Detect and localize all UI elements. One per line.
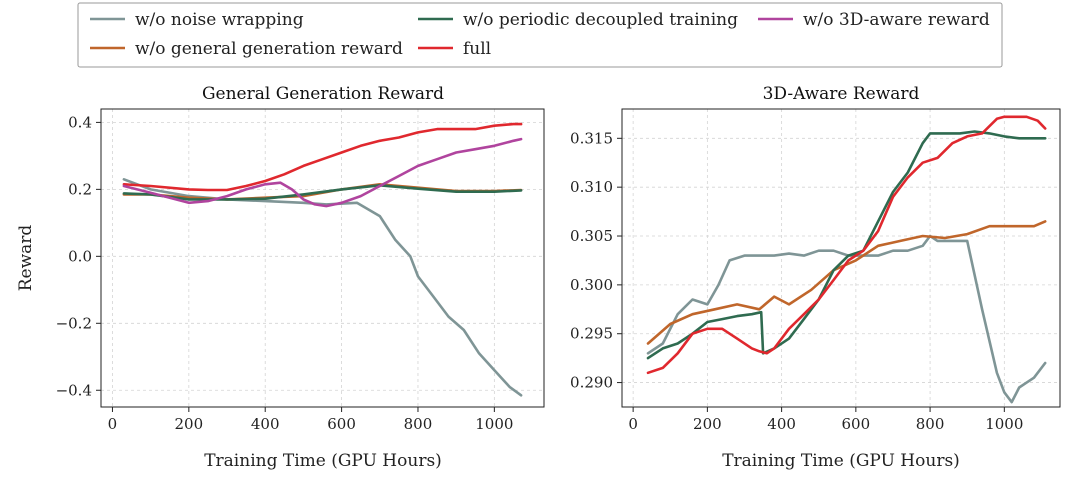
y-tick-label: 0.295	[570, 325, 613, 343]
series-line-full	[646, 115, 1047, 375]
x-tick-label: 600	[327, 415, 356, 433]
grid-general-generation	[101, 109, 544, 407]
series-line-w-o-periodic-decoupled-training	[122, 184, 523, 201]
y-tick-label: −0.2	[56, 314, 92, 332]
x-tick-label: 400	[251, 415, 280, 433]
y-tick-label: −0.4	[56, 381, 92, 399]
series-lines-3d-aware	[646, 115, 1047, 404]
y-axis-label-general-generation: Reward	[16, 225, 36, 292]
chart-title-general-generation: General Generation Reward	[202, 84, 444, 104]
chart-3d-aware-reward: 3D-Aware Reward 0 200 400 600 800 1000 0.315 0.…	[570, 84, 1061, 471]
x-axis-label-general-generation: Training Time (GPU Hours)	[204, 451, 442, 471]
ticks-general-generation: 0 200 400 600 800 1000 0.4 0.2 0.0 −0.2 −0.4	[56, 113, 514, 433]
ticks-3d-aware: 0 200 400 600 800 1000 0.315 0.310 0.305 0.300 0.2…	[570, 129, 1023, 433]
x-tick-label: 0	[108, 415, 118, 433]
chart-general-generation-reward: General Generation Reward 0 200 400 600 800 1…	[16, 84, 545, 471]
x-tick-label: 800	[916, 415, 945, 433]
series-line-w-o-3d-aware-reward	[122, 137, 523, 208]
legend-label-general-generation-reward: w/o general generation reward	[135, 39, 403, 59]
y-tick-label: 0.290	[570, 374, 613, 392]
y-tick-label: 0.300	[570, 276, 613, 294]
series-line-full	[122, 122, 523, 192]
x-tick-label: 1000	[475, 415, 513, 433]
legend-label-3d-aware-reward: w/o 3D-aware reward	[803, 10, 990, 30]
x-tick-label: 0	[628, 415, 638, 433]
grid-3d-aware	[622, 109, 1060, 407]
legend-label-periodic-decoupled-training: w/o periodic decoupled training	[463, 10, 738, 30]
x-tick-label: 200	[693, 415, 722, 433]
x-tick-label: 600	[842, 415, 871, 433]
y-tick-label: 0.0	[68, 247, 92, 265]
y-tick-label: 0.310	[570, 178, 613, 196]
chart-title-3d-aware: 3D-Aware Reward	[763, 84, 920, 104]
y-tick-label: 0.2	[68, 180, 92, 198]
series-line-w-o-periodic-decoupled-training	[646, 130, 1047, 360]
x-tick-label: 800	[404, 415, 433, 433]
series-lines-general-generation	[122, 122, 523, 397]
series-line-w-o-noise-wrapping	[646, 234, 1047, 404]
y-tick-label: 0.305	[570, 227, 613, 245]
plot-frame-general-generation	[100, 108, 545, 408]
x-tick-label: 1000	[985, 415, 1023, 433]
plot-frame-3d-aware	[621, 108, 1061, 408]
x-axis-label-3d-aware: Training Time (GPU Hours)	[722, 451, 960, 471]
y-tick-label: 0.315	[570, 129, 613, 147]
series-line-w-o-noise-wrapping	[122, 178, 523, 397]
x-tick-label: 400	[767, 415, 796, 433]
x-tick-label: 200	[175, 415, 204, 433]
legend: w/o noise wrapping w/o general generatio…	[77, 2, 1003, 68]
y-tick-label: 0.4	[68, 113, 92, 131]
legend-label-noise-wrapping: w/o noise wrapping	[135, 10, 304, 30]
legend-label-full: full	[463, 39, 491, 59]
